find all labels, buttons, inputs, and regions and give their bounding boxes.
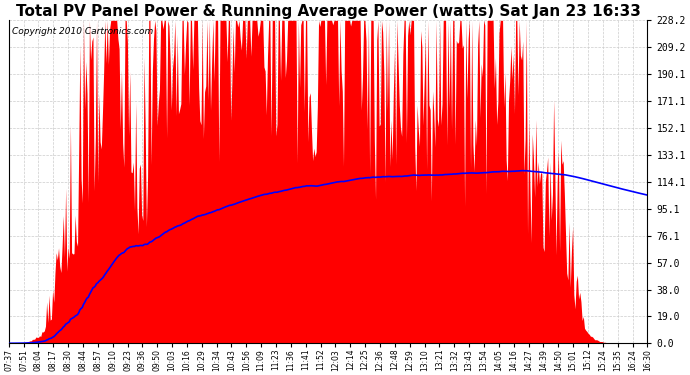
Text: Copyright 2010 Cartronics.com: Copyright 2010 Cartronics.com: [12, 27, 153, 36]
Title: Total PV Panel Power & Running Average Power (watts) Sat Jan 23 16:33: Total PV Panel Power & Running Average P…: [16, 4, 640, 19]
